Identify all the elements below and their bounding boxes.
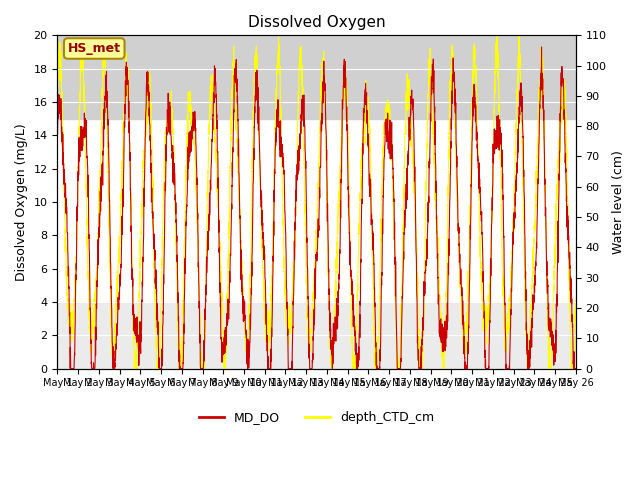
MD_DO — [562, 166, 570, 172]
depth_CTD_cm — [113, 287, 120, 292]
MD_DO — [143, 69, 151, 74]
Line: MD_DO: MD_DO — [58, 47, 576, 369]
MD_DO — [54, 133, 61, 139]
Bar — [58, 36, 576, 119]
Bar — [58, 302, 576, 369]
depth_CTD_cm — [275, 33, 282, 38]
depth_CTD_cm — [275, 42, 283, 48]
MD_DO — [113, 333, 120, 339]
depth_CTD_cm — [506, 295, 514, 301]
depth_CTD_cm — [562, 123, 570, 129]
Y-axis label: Water level (cm): Water level (cm) — [612, 150, 625, 254]
Line: depth_CTD_cm: depth_CTD_cm — [58, 36, 576, 369]
MD_DO — [506, 348, 514, 353]
depth_CTD_cm — [572, 305, 580, 311]
MD_DO — [275, 124, 283, 130]
MD_DO — [253, 97, 260, 103]
MD_DO — [538, 44, 545, 50]
depth_CTD_cm — [253, 43, 260, 49]
depth_CTD_cm — [143, 119, 151, 125]
depth_CTD_cm — [54, 119, 61, 125]
depth_CTD_cm — [109, 366, 117, 372]
Y-axis label: Dissolved Oxygen (mg/L): Dissolved Oxygen (mg/L) — [15, 123, 28, 281]
MD_DO — [67, 366, 74, 372]
Text: HS_met: HS_met — [68, 42, 121, 55]
MD_DO — [572, 366, 580, 372]
Legend: MD_DO, depth_CTD_cm: MD_DO, depth_CTD_cm — [194, 406, 439, 429]
Title: Dissolved Oxygen: Dissolved Oxygen — [248, 15, 385, 30]
